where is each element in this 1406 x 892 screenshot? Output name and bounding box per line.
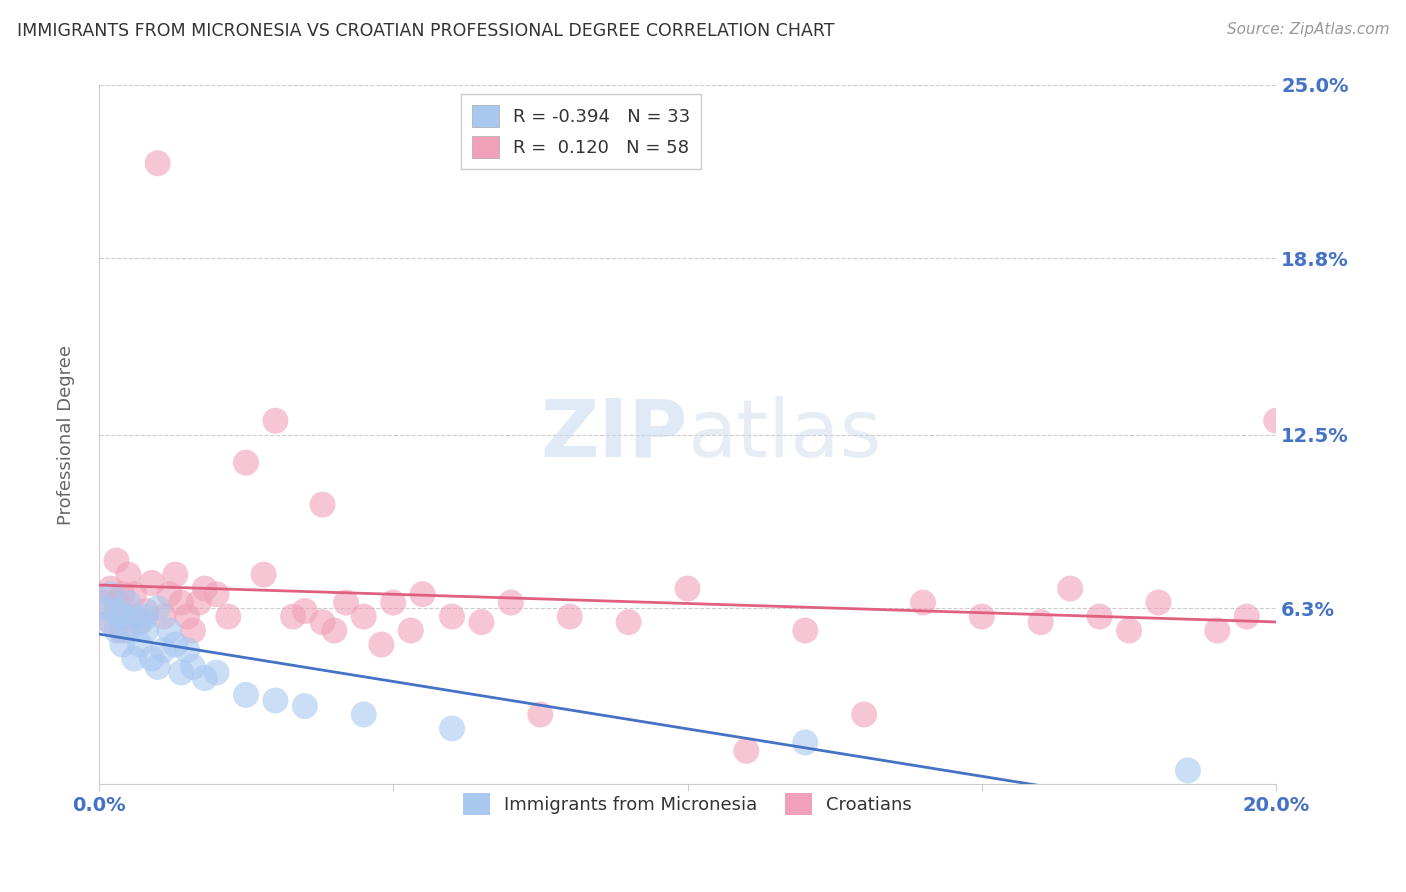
- Point: [264, 693, 287, 707]
- Point: [205, 587, 228, 601]
- Point: [440, 609, 463, 624]
- Point: [165, 638, 187, 652]
- Point: [146, 156, 169, 170]
- Point: [194, 671, 217, 685]
- Point: [1147, 596, 1170, 610]
- Point: [159, 587, 181, 601]
- Point: [399, 624, 422, 638]
- Point: [159, 624, 181, 638]
- Point: [111, 587, 134, 601]
- Point: [794, 624, 817, 638]
- Point: [117, 567, 139, 582]
- Point: [353, 609, 375, 624]
- Point: [911, 596, 934, 610]
- Point: [122, 609, 145, 624]
- Point: [146, 660, 169, 674]
- Point: [281, 609, 304, 624]
- Point: [558, 609, 581, 624]
- Point: [1177, 764, 1199, 778]
- Point: [794, 735, 817, 749]
- Point: [235, 688, 257, 702]
- Point: [122, 651, 145, 665]
- Point: [170, 665, 193, 680]
- Point: [135, 624, 157, 638]
- Point: [205, 665, 228, 680]
- Point: [370, 638, 392, 652]
- Point: [93, 596, 115, 610]
- Point: [1265, 414, 1288, 428]
- Point: [970, 609, 993, 624]
- Text: IMMIGRANTS FROM MICRONESIA VS CROATIAN PROFESSIONAL DEGREE CORRELATION CHART: IMMIGRANTS FROM MICRONESIA VS CROATIAN P…: [17, 22, 834, 40]
- Point: [117, 609, 139, 624]
- Point: [187, 596, 209, 610]
- Point: [111, 609, 134, 624]
- Point: [141, 651, 163, 665]
- Point: [1118, 624, 1140, 638]
- Text: ZIP: ZIP: [540, 396, 688, 474]
- Point: [735, 744, 758, 758]
- Point: [181, 624, 204, 638]
- Point: [294, 604, 316, 618]
- Point: [129, 615, 152, 629]
- Point: [382, 596, 405, 610]
- Point: [100, 615, 122, 629]
- Point: [129, 638, 152, 652]
- Point: [1206, 624, 1229, 638]
- Point: [335, 596, 357, 610]
- Point: [353, 707, 375, 722]
- Point: [1088, 609, 1111, 624]
- Point: [105, 596, 128, 610]
- Point: [264, 414, 287, 428]
- Point: [146, 601, 169, 615]
- Point: [676, 582, 699, 596]
- Text: atlas: atlas: [688, 396, 882, 474]
- Point: [176, 609, 198, 624]
- Point: [111, 638, 134, 652]
- Point: [217, 609, 239, 624]
- Point: [499, 596, 522, 610]
- Point: [122, 587, 145, 601]
- Point: [440, 722, 463, 736]
- Point: [100, 582, 122, 596]
- Point: [170, 596, 193, 610]
- Point: [323, 624, 346, 638]
- Point: [194, 582, 217, 596]
- Point: [152, 643, 174, 657]
- Point: [117, 596, 139, 610]
- Point: [853, 707, 876, 722]
- Legend: Immigrants from Micronesia, Croatians: Immigrants from Micronesia, Croatians: [454, 784, 921, 824]
- Point: [1029, 615, 1052, 629]
- Point: [135, 609, 157, 624]
- Point: [129, 615, 152, 629]
- Point: [294, 699, 316, 714]
- Point: [105, 553, 128, 567]
- Point: [253, 567, 276, 582]
- Point: [93, 601, 115, 615]
- Point: [181, 660, 204, 674]
- Point: [176, 643, 198, 657]
- Point: [105, 604, 128, 618]
- Point: [617, 615, 640, 629]
- Point: [152, 609, 174, 624]
- Point: [100, 615, 122, 629]
- Point: [235, 456, 257, 470]
- Point: [470, 615, 492, 629]
- Point: [1236, 609, 1258, 624]
- Point: [311, 498, 333, 512]
- Point: [1059, 582, 1081, 596]
- Point: [165, 567, 187, 582]
- Point: [117, 624, 139, 638]
- Point: [311, 615, 333, 629]
- Point: [100, 587, 122, 601]
- Point: [141, 576, 163, 591]
- Text: Source: ZipAtlas.com: Source: ZipAtlas.com: [1226, 22, 1389, 37]
- Y-axis label: Professional Degree: Professional Degree: [58, 344, 75, 524]
- Point: [105, 624, 128, 638]
- Point: [135, 604, 157, 618]
- Point: [412, 587, 434, 601]
- Point: [111, 624, 134, 638]
- Point: [529, 707, 551, 722]
